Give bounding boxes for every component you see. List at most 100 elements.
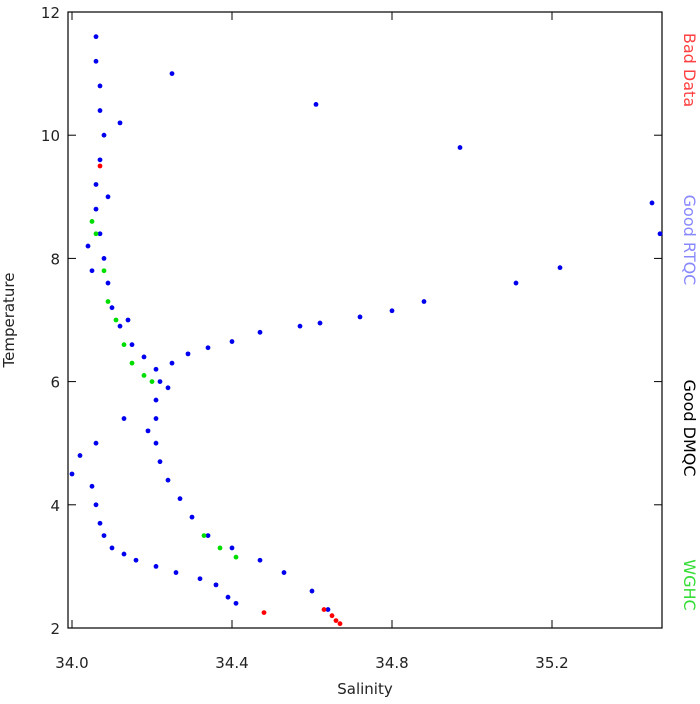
point <box>657 231 663 237</box>
point <box>169 71 175 76</box>
x-tick-label: 34.8 <box>375 654 408 672</box>
point <box>97 108 103 113</box>
point <box>217 545 223 551</box>
point <box>93 502 99 508</box>
point <box>205 345 211 351</box>
plot-frame <box>67 11 663 629</box>
y-tick-label: 10 <box>41 127 60 145</box>
point <box>173 570 179 575</box>
point <box>109 545 115 551</box>
point <box>229 339 235 344</box>
point <box>421 299 427 304</box>
point <box>201 533 207 538</box>
point <box>153 564 159 569</box>
point <box>165 385 171 391</box>
point <box>329 613 335 619</box>
x-tick-label: 35.2 <box>535 654 568 672</box>
point <box>457 145 463 150</box>
point <box>93 440 99 446</box>
point <box>69 471 75 477</box>
point <box>337 621 343 627</box>
point <box>317 320 323 326</box>
point <box>97 231 103 237</box>
point <box>157 459 163 465</box>
point <box>557 265 563 271</box>
point <box>141 373 147 378</box>
point <box>205 533 211 538</box>
point <box>157 379 163 384</box>
point <box>153 397 159 403</box>
point <box>169 360 175 366</box>
point <box>325 607 331 612</box>
point <box>333 618 339 624</box>
x-tick-label: 34.4 <box>215 654 248 672</box>
point <box>97 83 103 89</box>
point <box>257 329 263 335</box>
point <box>297 323 303 329</box>
point <box>89 219 95 224</box>
point <box>177 496 183 502</box>
point <box>389 308 395 314</box>
point <box>101 256 107 261</box>
point <box>93 206 99 212</box>
point <box>121 342 127 348</box>
legend-entry: WGHC <box>680 559 699 610</box>
point <box>101 268 107 274</box>
point <box>93 34 99 40</box>
point <box>89 268 95 274</box>
point <box>233 554 239 560</box>
point <box>649 200 655 206</box>
point <box>105 299 111 304</box>
point <box>129 342 135 348</box>
point <box>321 607 327 612</box>
point <box>229 545 235 551</box>
point <box>125 317 131 323</box>
point <box>133 557 139 563</box>
x-tick-label: 34.0 <box>55 654 88 672</box>
point <box>185 351 191 357</box>
y-tick-label: 4 <box>50 497 60 515</box>
point <box>117 323 123 329</box>
point <box>153 366 159 372</box>
point <box>153 416 159 421</box>
point <box>153 440 159 446</box>
point <box>93 231 99 237</box>
y-tick-label: 6 <box>50 374 60 392</box>
legend-entry: Good DMQC <box>680 379 699 476</box>
point <box>225 594 231 600</box>
y-tick-label: 12 <box>41 4 60 22</box>
point <box>165 477 171 483</box>
point <box>105 280 111 286</box>
point <box>113 317 119 323</box>
point <box>105 194 111 200</box>
point <box>93 182 99 187</box>
point <box>117 120 123 126</box>
y-tick-label: 2 <box>50 620 60 638</box>
point <box>97 157 103 163</box>
point <box>149 379 155 384</box>
point <box>121 416 127 421</box>
point <box>141 354 147 360</box>
point <box>257 557 263 563</box>
point <box>121 551 127 557</box>
point <box>109 305 115 311</box>
point <box>85 243 91 249</box>
point <box>145 428 151 434</box>
point <box>197 576 203 582</box>
point <box>97 163 103 169</box>
point <box>309 588 315 594</box>
point <box>101 533 107 538</box>
point <box>77 453 83 458</box>
point <box>89 483 95 489</box>
point <box>213 582 219 588</box>
legend-entry: Bad Data <box>680 33 699 107</box>
point <box>189 514 195 520</box>
point <box>129 360 135 366</box>
y-axis-label: Temperature <box>0 272 18 368</box>
point <box>101 132 107 138</box>
point <box>93 58 99 64</box>
x-axis-label: Salinity <box>337 680 393 698</box>
point <box>281 570 287 575</box>
y-tick-label: 8 <box>50 250 60 268</box>
